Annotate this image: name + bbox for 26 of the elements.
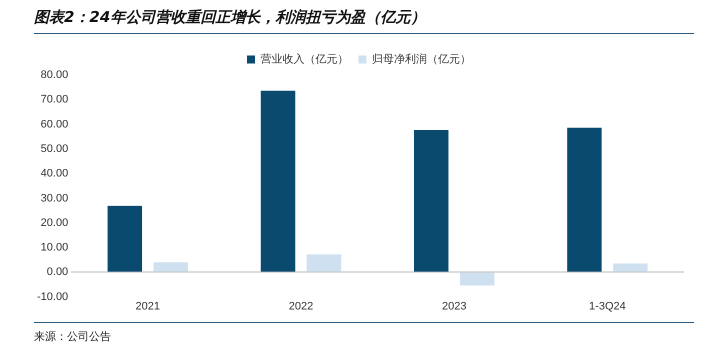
y-tick-label: 40.00: [40, 168, 68, 180]
x-tick-label: 1-3Q24: [589, 300, 626, 312]
bar: [260, 90, 296, 272]
y-tick-label: 20.00: [40, 216, 68, 229]
y-tick-label: 80.00: [40, 69, 68, 82]
y-tick-label: 60.00: [40, 118, 68, 130]
legend-label: 归母净利润（亿元）: [372, 52, 471, 66]
bar: [306, 254, 342, 272]
y-tick-label: 30.00: [40, 192, 68, 204]
y-tick-label: 70.00: [40, 94, 68, 106]
source-note: 来源：公司公告: [34, 322, 694, 344]
bar: [460, 272, 494, 286]
bar: [154, 262, 188, 272]
x-tick-label: 2022: [288, 300, 314, 312]
y-tick-label: -10.00: [36, 290, 68, 303]
y-tick-label: 10.00: [40, 242, 68, 254]
bar: [567, 128, 602, 272]
bar: [414, 130, 448, 272]
y-tick-label: 0.00: [46, 266, 68, 278]
legend-label: 营业收入（亿元）: [260, 52, 348, 66]
bar: [108, 206, 142, 272]
x-tick-label: 2023: [442, 300, 466, 312]
x-tick-label: 2021: [136, 300, 160, 312]
y-tick-label: 50.00: [40, 142, 68, 155]
bar: [613, 264, 648, 272]
chart-title: 图表2：24年公司营收重回正增长，利润扭亏为盈（亿元）: [34, 8, 694, 34]
